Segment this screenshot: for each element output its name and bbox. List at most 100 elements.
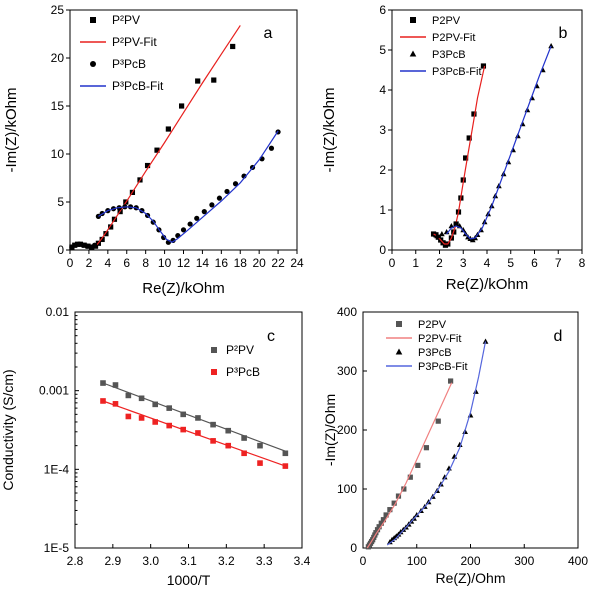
y-tick-label: 100 — [337, 482, 357, 496]
y-tick-label: 15 — [51, 99, 65, 113]
fit-line — [366, 382, 453, 549]
legend-label: P²PV-Fit — [112, 35, 157, 49]
series-p-pv-fit — [102, 382, 286, 452]
panel-label: a — [264, 25, 273, 42]
fit-line — [102, 400, 286, 467]
data-point — [125, 392, 132, 399]
panel-label: b — [559, 25, 568, 42]
x-tick-label: 4 — [104, 256, 111, 270]
fit-line — [386, 341, 487, 546]
x-tick-label: 16 — [215, 256, 229, 270]
data-point — [201, 209, 207, 215]
data-point — [441, 474, 448, 480]
x-tick-label: 3.1 — [180, 554, 197, 568]
data-point — [460, 227, 467, 233]
x-tick-label: 0 — [389, 256, 396, 270]
data-point — [230, 43, 236, 50]
legend: P²PV P³PcB — [211, 343, 260, 379]
x-tick-label: 3.4 — [294, 554, 311, 568]
y-tick-label: 4 — [379, 83, 386, 97]
data-point — [112, 382, 119, 388]
y-tick-label: 300 — [337, 364, 357, 378]
data-point — [195, 430, 201, 436]
x-tick-label: 3.0 — [142, 554, 159, 568]
data-point — [453, 221, 459, 227]
plot-frame — [74, 311, 303, 549]
x-tick-label: 22 — [271, 256, 285, 270]
series-p3pcb-fit — [386, 341, 487, 546]
series-p-pv-fit — [70, 25, 241, 249]
data-point — [91, 242, 98, 248]
data-point — [387, 507, 393, 513]
data-point — [463, 155, 469, 161]
plot-frame — [362, 311, 579, 549]
data-point — [195, 78, 201, 84]
x-tick-label: 300 — [514, 554, 534, 568]
legend-label: P2PV-Fit — [432, 32, 475, 44]
data-point — [415, 462, 421, 468]
data-point — [395, 493, 402, 499]
chart-panel-d: 0 100 200 300 400 0 100 200 300 400 Re(Z)/Ohm -Im(Z… — [322, 305, 588, 586]
data-point — [466, 135, 472, 141]
y-tick-label: 5 — [379, 43, 386, 57]
data-point — [401, 486, 407, 492]
y-tick-label: 25 — [51, 3, 65, 17]
data-point — [480, 63, 487, 69]
series-p2pv-fit — [366, 382, 453, 549]
data-point — [257, 442, 263, 449]
data-point — [374, 527, 381, 533]
legend-label: P²PV — [112, 13, 140, 27]
data-point — [435, 418, 441, 424]
data-point — [166, 422, 173, 429]
y-axis-label: -Im(Z)/kOhm — [3, 88, 20, 173]
y-tick-label: 0.001 — [39, 384, 69, 398]
data-point — [282, 450, 289, 457]
series-p2pv-fit — [433, 65, 486, 245]
legend-marker — [90, 17, 96, 23]
x-axis-label: Re(Z)/kOhm — [446, 276, 529, 293]
x-tick-label: 6 — [123, 256, 130, 270]
legend: P2PV P2PV-Fit P3PcB P3PcB-Fit — [400, 15, 482, 78]
data-point — [439, 231, 445, 237]
legend-label: P3PcB-Fit — [418, 361, 468, 373]
y-tick-label: 6 — [379, 3, 386, 17]
x-tick-label: 0 — [360, 554, 367, 568]
legend-marker — [409, 50, 417, 57]
chart-panel-b: 0 1 2 3 4 5 6 7 80123456Re(Z)/kOhm-Im(Z)/kOhmbP2… — [321, 3, 586, 293]
x-tick-label: 5 — [507, 256, 514, 270]
panel-label: d — [554, 328, 563, 345]
x-tick-label: 0 — [67, 256, 74, 270]
data-point — [152, 419, 159, 425]
data-point — [99, 236, 105, 243]
y-tick-label: 10 — [51, 147, 65, 161]
legend-label: P³PcB-Fit — [112, 79, 164, 93]
data-point — [241, 450, 247, 457]
data-point — [376, 524, 382, 530]
legend-label: P³PcB — [226, 365, 260, 379]
legend: P²PV P²PV-Fit P³PcB P³PcB-Fit — [80, 13, 164, 93]
data-point — [108, 224, 114, 230]
data-point — [225, 427, 232, 434]
y-tick-label: 5 — [57, 195, 64, 209]
data-point — [180, 227, 187, 233]
x-tick-label: 3 — [460, 256, 467, 270]
data-point — [194, 215, 200, 221]
y-tick-label: 0 — [379, 243, 386, 257]
x-tick-label: 6 — [531, 256, 538, 270]
data-point — [144, 162, 151, 169]
data-point — [224, 188, 230, 195]
panel-label: c — [267, 328, 275, 345]
x-tick-label: 24 — [290, 256, 304, 270]
y-tick-label: 0 — [350, 541, 357, 555]
data-point — [407, 474, 413, 480]
x-axis-label: Re(Z)/kOhm — [142, 280, 225, 297]
legend-label: P²PV — [226, 343, 254, 357]
y-tick-label: 1 — [379, 203, 386, 217]
data-point — [211, 77, 217, 83]
y-tick-label: 0 — [57, 243, 64, 257]
data-point — [548, 43, 554, 49]
x-axis-label: Re(Z)/Ohm — [436, 570, 506, 586]
x-tick-label: 14 — [196, 256, 210, 270]
data-point — [138, 415, 145, 421]
legend-marker — [211, 347, 217, 353]
